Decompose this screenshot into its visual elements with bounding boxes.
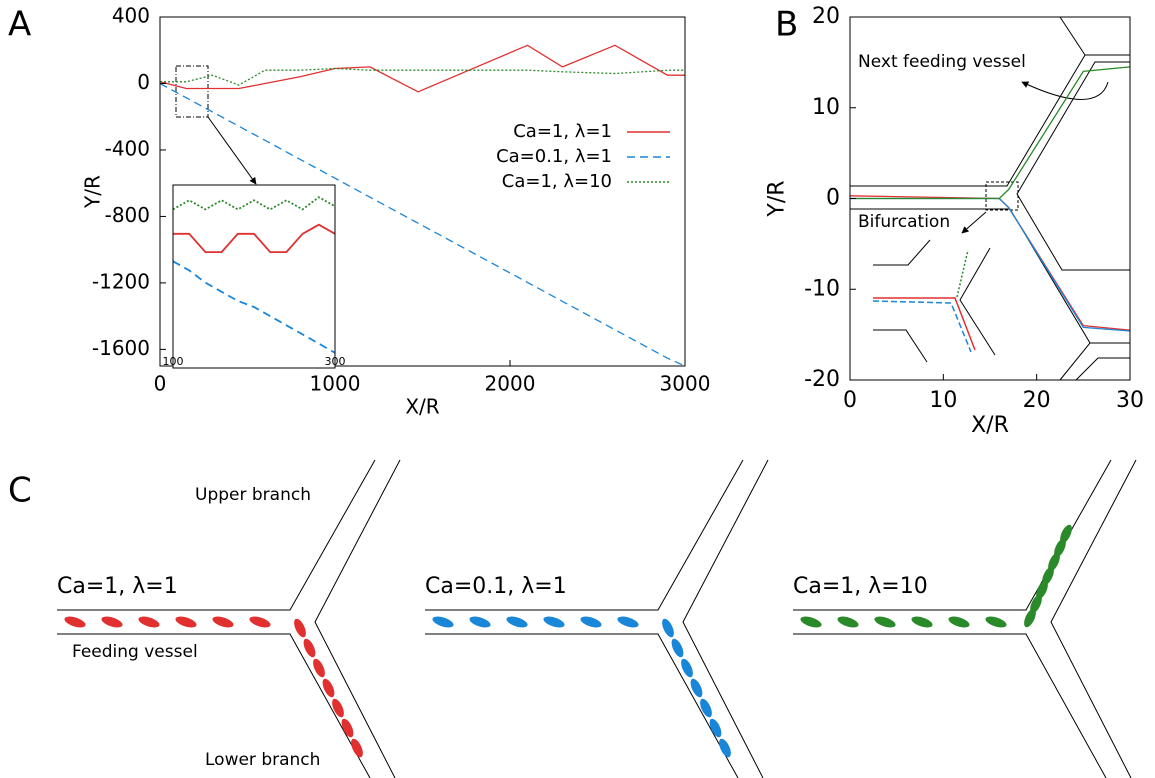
x-axis-label: X/R bbox=[971, 413, 1009, 438]
cell bbox=[690, 678, 703, 698]
panel-c: Ca=1, λ=1 Ca=0.1, λ=1 Ca=1, λ=10 Upper bran… bbox=[57, 459, 1137, 778]
x-tick-label: 1000 bbox=[310, 372, 361, 396]
cell bbox=[719, 738, 731, 758]
cell bbox=[332, 698, 344, 718]
y-tick-label: 10 bbox=[812, 95, 840, 120]
cell bbox=[800, 616, 822, 628]
cell bbox=[322, 678, 335, 698]
y-tick-label: 20 bbox=[812, 4, 840, 29]
data-line bbox=[172, 196, 336, 211]
branch-label: Lower branch bbox=[205, 750, 320, 770]
y-tick-label: 0 bbox=[826, 186, 840, 211]
x-axis-label: X/R bbox=[405, 395, 439, 419]
annotation: Next feeding vessel bbox=[858, 52, 1026, 72]
cell bbox=[249, 616, 271, 628]
cell bbox=[1036, 580, 1048, 600]
y-tick-label: -10 bbox=[804, 276, 840, 301]
cell bbox=[351, 738, 363, 758]
y-axis-label: Y/R bbox=[81, 175, 105, 209]
x-tick-label: 30 bbox=[1116, 388, 1144, 413]
x-tick-label: 3000 bbox=[660, 372, 711, 396]
cell bbox=[874, 616, 896, 628]
inset-pointer bbox=[175, 65, 257, 185]
cell bbox=[303, 638, 316, 658]
panel-label: B bbox=[775, 5, 798, 45]
cell bbox=[432, 616, 454, 628]
x-tick-label: 2000 bbox=[485, 372, 536, 396]
x-tick-label: 100 bbox=[163, 355, 184, 368]
legend-label: Ca=1, λ=10 bbox=[502, 171, 612, 192]
data-line bbox=[159, 44, 685, 93]
y-tick-label: -800 bbox=[105, 203, 150, 227]
cell bbox=[911, 616, 933, 628]
vessel-walls bbox=[57, 459, 401, 778]
plot-frame bbox=[159, 16, 686, 367]
cell bbox=[662, 618, 674, 638]
branch-label: Upper branch bbox=[195, 485, 311, 505]
cell bbox=[101, 616, 123, 628]
vessel-walls bbox=[793, 459, 1137, 778]
cell bbox=[681, 658, 693, 678]
data-line bbox=[159, 82, 686, 367]
data-line bbox=[172, 260, 336, 354]
y-tick-label: -400 bbox=[105, 136, 150, 160]
y-tick-label: 400 bbox=[112, 4, 150, 28]
cell bbox=[294, 618, 306, 638]
cell bbox=[175, 616, 197, 628]
vessel-label: Feeding vessel bbox=[72, 642, 198, 662]
legend-label: Ca=0.1, λ=1 bbox=[496, 146, 612, 167]
case-label: Ca=0.1, λ=1 bbox=[425, 574, 567, 599]
cell bbox=[837, 616, 859, 628]
x-tick-label: 0 bbox=[843, 388, 857, 413]
cell bbox=[985, 616, 1007, 628]
cell bbox=[64, 616, 86, 628]
y-axis-label: Y/R bbox=[764, 180, 789, 217]
y-tick-label: -20 bbox=[804, 367, 840, 392]
x-tick-label: 0 bbox=[154, 372, 167, 396]
cell bbox=[506, 616, 528, 628]
data-line bbox=[173, 223, 336, 254]
cell bbox=[671, 638, 684, 658]
x-tick-label: 10 bbox=[929, 388, 957, 413]
cell bbox=[341, 718, 354, 738]
panel-label: C bbox=[8, 471, 32, 511]
y-tick-label: 0 bbox=[137, 70, 150, 94]
case-label: Ca=1, λ=1 bbox=[57, 574, 178, 599]
y-tick-label: -1600 bbox=[92, 336, 150, 360]
cell bbox=[700, 698, 712, 718]
data-line bbox=[160, 67, 685, 86]
x-tick-label: 300 bbox=[325, 355, 346, 368]
cell bbox=[1048, 552, 1060, 572]
case-label: Ca=1, λ=10 bbox=[793, 574, 928, 599]
cell bbox=[212, 616, 234, 628]
cell bbox=[948, 616, 970, 628]
data-line bbox=[850, 66, 1131, 200]
cell bbox=[138, 616, 160, 628]
y-tick-label: -1200 bbox=[92, 269, 150, 293]
cell bbox=[580, 616, 602, 628]
plot-frame bbox=[172, 184, 336, 369]
cell bbox=[1042, 566, 1054, 586]
cell bbox=[313, 658, 325, 678]
cell bbox=[543, 616, 565, 628]
cell bbox=[1024, 608, 1036, 628]
panel-label: A bbox=[8, 5, 31, 45]
cell bbox=[469, 616, 491, 628]
cell bbox=[1030, 594, 1042, 614]
cell bbox=[1060, 524, 1072, 544]
legend-label: Ca=1, λ=1 bbox=[513, 121, 612, 142]
cell bbox=[1054, 538, 1066, 558]
cell bbox=[617, 616, 639, 628]
x-tick-label: 20 bbox=[1023, 388, 1051, 413]
vessel-walls bbox=[850, 16, 1130, 381]
vessel-walls bbox=[425, 459, 769, 778]
inset-background bbox=[173, 185, 335, 368]
annotation: Bifurcation bbox=[858, 212, 950, 232]
cell bbox=[709, 718, 722, 738]
